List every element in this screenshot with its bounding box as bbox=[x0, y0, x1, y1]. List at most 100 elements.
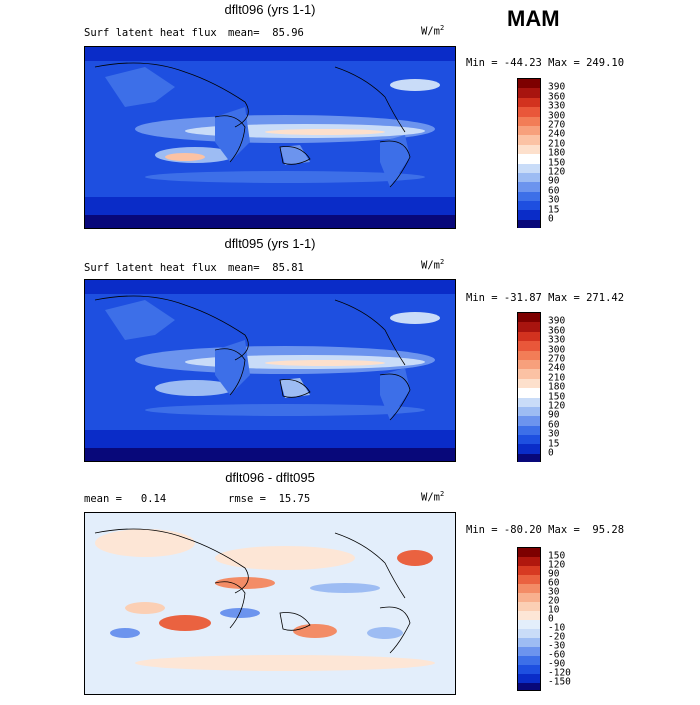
colorbar-tick-label: 20 bbox=[548, 595, 560, 607]
colorbar-seg bbox=[518, 406, 540, 417]
colorbar-seg bbox=[518, 191, 540, 202]
colorbar-tick-label: 30 bbox=[548, 194, 560, 206]
colorbar-tick-label: 210 bbox=[548, 138, 566, 150]
colorbar-tick-label: -60 bbox=[548, 649, 566, 661]
colorbar-tick-label: -30 bbox=[548, 640, 566, 652]
colorbar-seg bbox=[518, 313, 540, 323]
colorbar-tick-label: 270 bbox=[548, 353, 566, 365]
colorbar-tick-label: 60 bbox=[548, 419, 560, 431]
panel-dflt095: dflt095 (yrs 1-1) Surf latent heat flux … bbox=[0, 236, 700, 471]
colorbar-seg bbox=[518, 435, 540, 445]
colorbar-tick-label: 120 bbox=[548, 559, 566, 571]
colorbar-seg bbox=[518, 548, 540, 557]
colorbar-seg bbox=[518, 656, 540, 665]
colorbar-tick-label: 300 bbox=[548, 110, 566, 122]
colorbar-tick-label: 210 bbox=[548, 372, 566, 384]
units-label: W/m2 bbox=[421, 258, 445, 272]
panel-difference: dflt096 - dflt095 mean = 0.14 rmse = 15.… bbox=[0, 470, 700, 705]
colorbar-seg bbox=[518, 331, 540, 342]
colorbar-tick-label: 150 bbox=[548, 550, 566, 562]
colorbar-tick-label: 10 bbox=[548, 604, 560, 616]
colorbar-seg bbox=[518, 369, 540, 379]
colorbar-tick-label: 90 bbox=[548, 409, 560, 421]
colorbar-seg bbox=[518, 359, 540, 370]
colorbar-tick-label: -150 bbox=[548, 676, 571, 688]
colorbar-seg bbox=[518, 97, 540, 108]
colorbar-seg bbox=[518, 201, 540, 211]
colorbar-seg bbox=[518, 350, 540, 360]
colorbar-seg bbox=[518, 611, 540, 620]
colorbar-tick-label: 60 bbox=[548, 577, 560, 589]
colorbar-tick-label: 330 bbox=[548, 334, 566, 346]
colorbar-seg bbox=[518, 665, 540, 674]
colorbar-tick-label: 0 bbox=[548, 213, 554, 225]
colorbar-seg bbox=[518, 593, 540, 602]
min-max-label: Min = -44.23 Max = 249.10 bbox=[466, 57, 625, 69]
colorbar-tick-label: 180 bbox=[548, 147, 566, 159]
colorbar-tick-label: 90 bbox=[548, 175, 560, 187]
mean-label: mean= 85.81 bbox=[228, 262, 304, 274]
colorbar-tick-label: -20 bbox=[548, 631, 566, 643]
colorbar-tick-label: 330 bbox=[548, 100, 566, 112]
field-label: Surf latent heat flux bbox=[84, 27, 217, 39]
colorbar-seg bbox=[518, 638, 540, 647]
colorbar-seg bbox=[518, 425, 540, 436]
colorbar-tick-label: 390 bbox=[548, 315, 566, 327]
colorbar-tick-label: 300 bbox=[548, 344, 566, 356]
units-label: W/m2 bbox=[421, 24, 445, 38]
colorbar-seg bbox=[518, 683, 540, 690]
colorbar-tick-label: 120 bbox=[548, 166, 566, 178]
colorbar-seg bbox=[518, 322, 540, 332]
colorbar-seg bbox=[518, 107, 540, 117]
colorbar-seg bbox=[518, 674, 540, 683]
colorbar-tick-label: 270 bbox=[548, 119, 566, 131]
colorbar-seg bbox=[518, 79, 540, 89]
colorbar-tick-label: -90 bbox=[548, 658, 566, 670]
season-label: MAM bbox=[507, 6, 560, 31]
colorbar-seg bbox=[518, 135, 540, 145]
colorbar-tick-label: 60 bbox=[548, 185, 560, 197]
map-plot bbox=[84, 46, 456, 229]
colorbar-tick-label: 120 bbox=[548, 400, 566, 412]
colorbar-tick-label: 15 bbox=[548, 438, 560, 450]
panel-title: dflt095 (yrs 1-1) bbox=[224, 236, 316, 251]
colorbar-seg bbox=[518, 416, 540, 426]
map-plot bbox=[84, 279, 456, 462]
colorbar-tick-label: 90 bbox=[548, 568, 560, 580]
panel-title: dflt096 - dflt095 bbox=[225, 470, 315, 485]
min-max-label: Min = -80.20 Max = 95.28 bbox=[466, 524, 625, 536]
panel-dflt096: dflt096 (yrs 1-1) Surf latent heat flux … bbox=[0, 2, 700, 237]
colorbar-tick-label: -10 bbox=[548, 622, 566, 634]
colorbar-tick-label: 240 bbox=[548, 362, 566, 374]
colorbar-tick-label: 360 bbox=[548, 325, 566, 337]
colorbar-seg bbox=[518, 388, 540, 398]
colorbar-seg bbox=[518, 575, 540, 584]
colorbar-seg bbox=[518, 620, 540, 629]
colorbar-seg bbox=[518, 378, 540, 389]
colorbar-tick-label: -120 bbox=[548, 667, 571, 679]
colorbar-tick-label: 180 bbox=[548, 381, 566, 393]
map-plot bbox=[84, 512, 456, 695]
colorbar-seg bbox=[518, 125, 540, 136]
colorbar-seg bbox=[518, 88, 540, 98]
colorbar-seg bbox=[518, 584, 540, 593]
colorbar-tick-label: 390 bbox=[548, 81, 566, 93]
colorbar-seg bbox=[518, 182, 540, 192]
colorbar-seg bbox=[518, 629, 540, 638]
colorbar-seg bbox=[518, 602, 540, 611]
mean-label: mean = 0.14 bbox=[84, 493, 167, 505]
colorbar-tick-label: 150 bbox=[548, 391, 566, 403]
colorbar-tick-label: 30 bbox=[548, 586, 560, 598]
colorbar-tick-label: 240 bbox=[548, 128, 566, 140]
panel-title: dflt096 (yrs 1-1) bbox=[224, 2, 316, 17]
colorbar-seg bbox=[518, 219, 540, 228]
colorbar-seg bbox=[518, 341, 540, 351]
colorbar-seg bbox=[518, 172, 540, 183]
min-max-label: Min = -31.87 Max = 271.42 bbox=[466, 292, 625, 304]
field-label: Surf latent heat flux bbox=[84, 262, 217, 274]
colorbar-tick-label: 15 bbox=[548, 204, 560, 216]
colorbar bbox=[517, 78, 541, 228]
mean-label: mean= 85.96 bbox=[228, 27, 304, 39]
colorbar bbox=[517, 312, 541, 462]
colorbar-tick-label: 360 bbox=[548, 91, 566, 103]
